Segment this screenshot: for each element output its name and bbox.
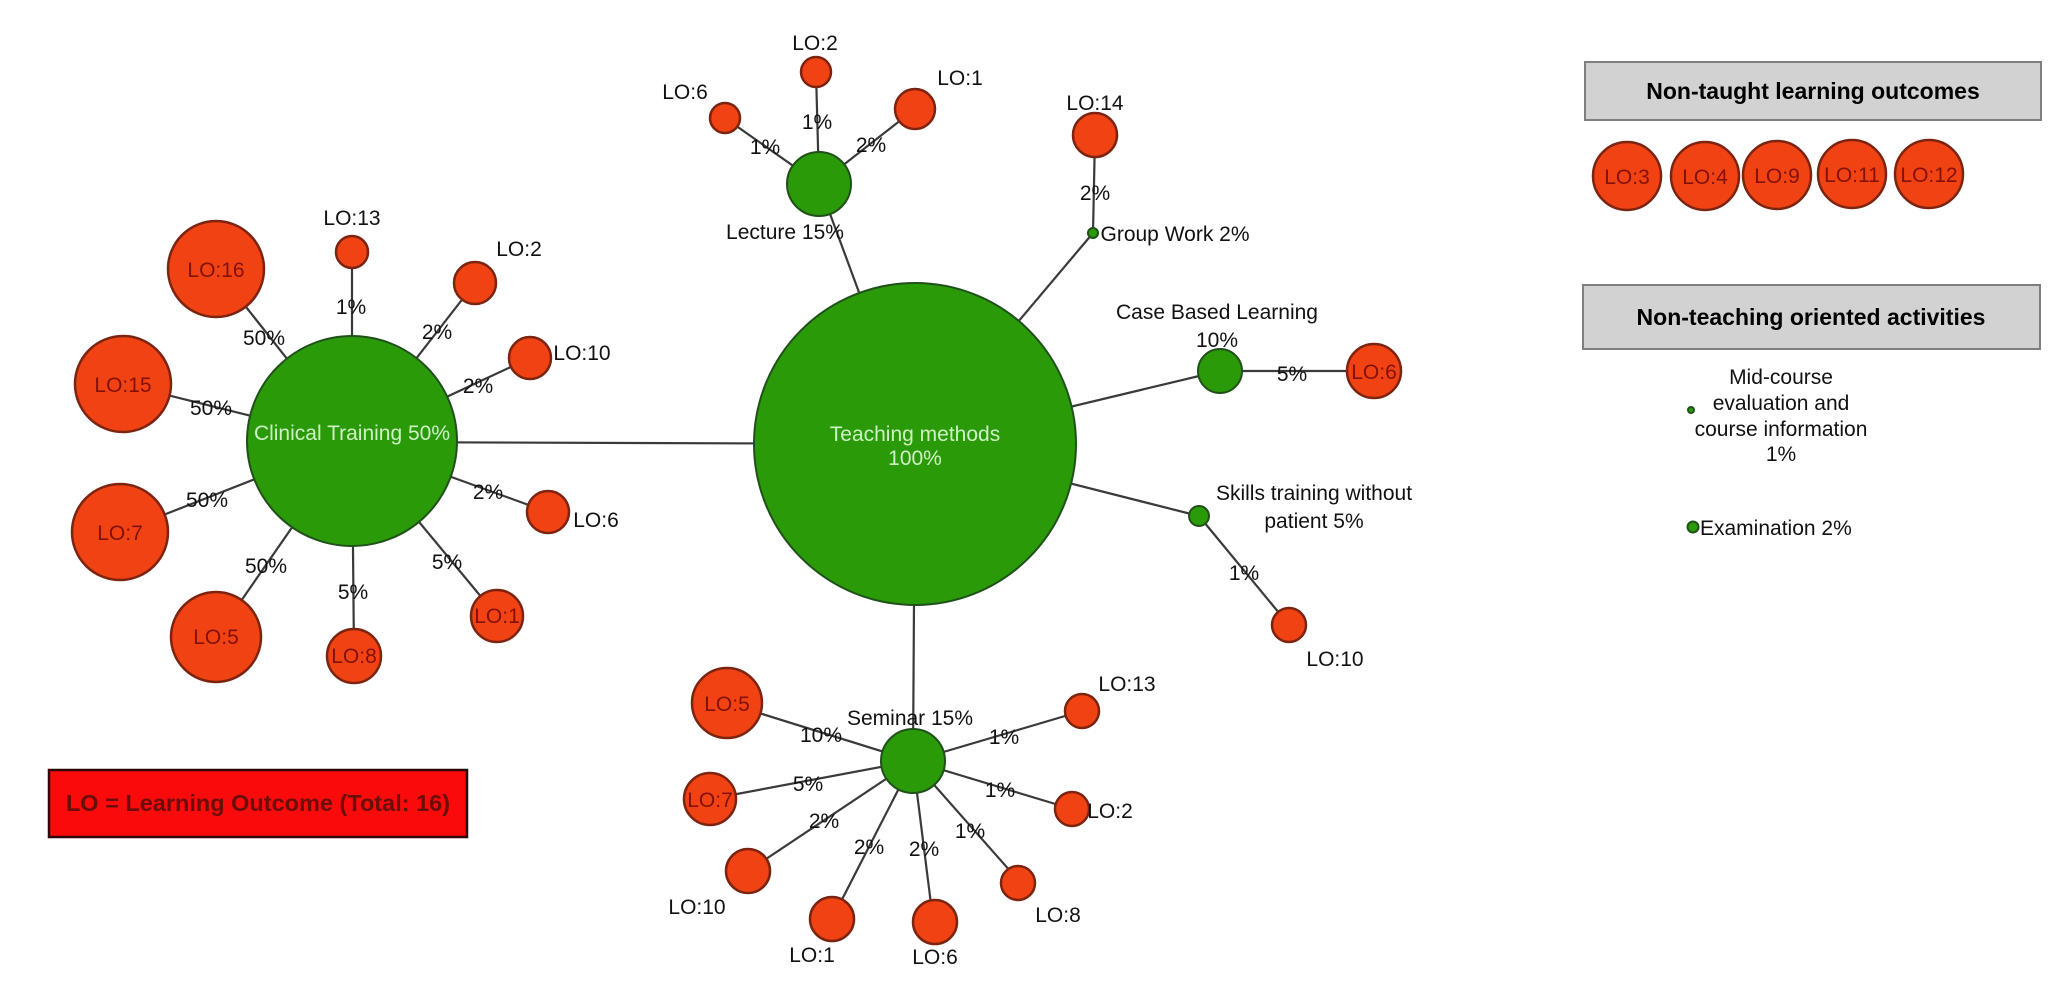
svg-text:LO:12: LO:12 (1900, 164, 1957, 187)
svg-text:LO:8: LO:8 (331, 645, 377, 668)
svg-text:Case Based Learning: Case Based Learning (1116, 301, 1318, 324)
svg-text:5%: 5% (1277, 363, 1307, 386)
svg-text:LO:5: LO:5 (704, 693, 750, 716)
svg-text:50%: 50% (186, 489, 228, 512)
svg-text:LO:10: LO:10 (553, 342, 610, 365)
svg-text:Teaching methods: Teaching methods (830, 423, 1000, 446)
svg-text:1%: 1% (336, 296, 366, 319)
svg-text:1%: 1% (955, 820, 985, 843)
svg-text:10%: 10% (1196, 329, 1238, 352)
svg-text:LO:6: LO:6 (912, 946, 958, 969)
svg-text:LO:8: LO:8 (1035, 904, 1081, 927)
svg-text:LO:10: LO:10 (1306, 648, 1363, 671)
svg-text:Lecture 15%: Lecture 15% (726, 221, 844, 244)
svg-text:Group Work 2%: Group Work 2% (1101, 223, 1250, 246)
svg-text:LO:1: LO:1 (474, 605, 520, 628)
svg-text:Non-teaching oriented activiti: Non-teaching oriented activities (1637, 304, 1986, 330)
svg-text:2%: 2% (463, 375, 493, 398)
svg-text:LO:5: LO:5 (193, 626, 239, 649)
svg-text:LO:1: LO:1 (789, 944, 835, 967)
svg-text:evaluation and: evaluation and (1713, 392, 1850, 415)
svg-text:LO:7: LO:7 (687, 789, 733, 812)
svg-text:LO:4: LO:4 (1682, 166, 1728, 189)
svg-text:LO:2: LO:2 (1087, 800, 1133, 823)
svg-text:LO:7: LO:7 (97, 522, 143, 545)
svg-text:2%: 2% (473, 481, 503, 504)
svg-text:5%: 5% (338, 581, 368, 604)
svg-text:50%: 50% (243, 327, 285, 350)
svg-text:LO = Learning Outcome (Total:: LO = Learning Outcome (Total: 16) (66, 790, 450, 816)
svg-text:2%: 2% (909, 838, 939, 861)
svg-text:Skills training without: Skills training without (1216, 482, 1412, 505)
svg-text:LO:2: LO:2 (496, 238, 542, 261)
svg-text:LO:16: LO:16 (187, 259, 244, 282)
svg-text:Mid-course: Mid-course (1729, 366, 1833, 389)
svg-text:LO:6: LO:6 (573, 509, 619, 532)
svg-text:2%: 2% (854, 836, 884, 859)
svg-text:LO:6: LO:6 (1351, 361, 1397, 384)
svg-text:LO:1: LO:1 (937, 67, 983, 90)
svg-text:1%: 1% (1766, 443, 1796, 466)
svg-text:100%: 100% (888, 447, 942, 470)
svg-text:patient 5%: patient 5% (1264, 510, 1363, 533)
svg-text:Non-taught learning outcomes: Non-taught learning outcomes (1646, 78, 1980, 104)
svg-text:5%: 5% (793, 773, 823, 796)
svg-text:1%: 1% (750, 136, 780, 159)
svg-text:LO:13: LO:13 (1098, 673, 1155, 696)
svg-text:1%: 1% (1229, 562, 1259, 585)
svg-text:1%: 1% (989, 726, 1019, 749)
svg-text:10%: 10% (800, 724, 842, 747)
svg-text:LO:14: LO:14 (1066, 92, 1124, 115)
svg-text:2%: 2% (809, 810, 839, 833)
svg-text:LO:9: LO:9 (1754, 165, 1800, 188)
svg-text:LO:15: LO:15 (94, 374, 151, 397)
svg-text:Seminar 15%: Seminar 15% (847, 707, 973, 730)
svg-text:Examination 2%: Examination 2% (1700, 517, 1852, 540)
svg-text:LO:6: LO:6 (662, 81, 708, 104)
svg-text:2%: 2% (422, 321, 452, 344)
svg-text:2%: 2% (1080, 182, 1110, 205)
svg-text:LO:10: LO:10 (668, 896, 725, 919)
svg-text:course information: course information (1695, 418, 1868, 441)
svg-text:1%: 1% (802, 111, 832, 134)
svg-text:LO:11: LO:11 (1824, 164, 1880, 187)
svg-text:2%: 2% (856, 134, 886, 157)
svg-text:50%: 50% (245, 555, 287, 578)
svg-text:50%: 50% (190, 397, 232, 420)
svg-text:Clinical Training 50%: Clinical Training 50% (254, 422, 450, 445)
svg-text:1%: 1% (985, 779, 1015, 802)
svg-text:LO:2: LO:2 (792, 32, 838, 55)
svg-text:LO:13: LO:13 (323, 207, 380, 230)
svg-text:5%: 5% (432, 551, 462, 574)
svg-text:LO:3: LO:3 (1604, 166, 1650, 189)
